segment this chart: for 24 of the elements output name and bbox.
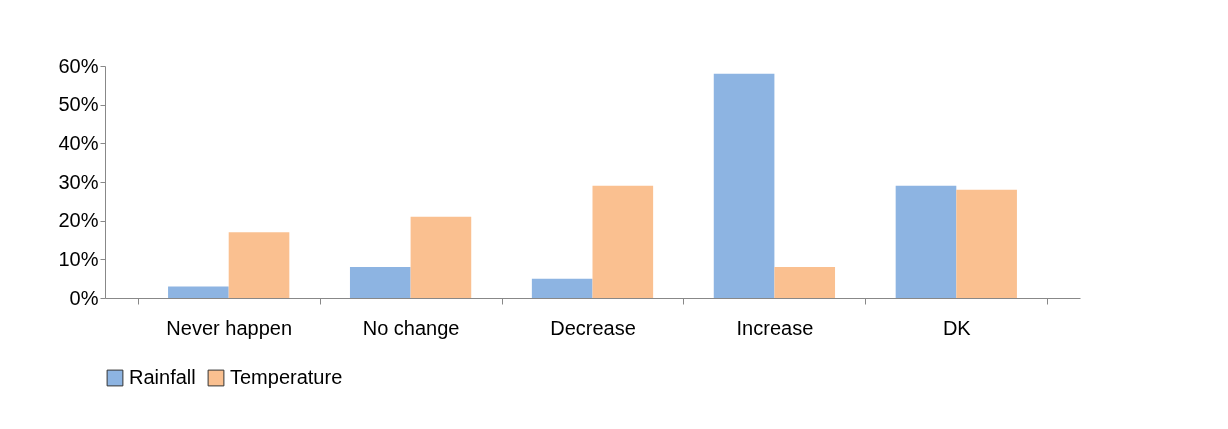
bar (168, 286, 229, 298)
legend-label: Rainfall (129, 366, 196, 388)
y-tick-label: 20% (58, 209, 99, 232)
y-tick-label: 60% (58, 54, 99, 77)
bar (774, 267, 836, 298)
legend-label: Temperature (230, 366, 343, 388)
bar (895, 185, 957, 298)
y-tick-label: 0% (69, 286, 99, 309)
bar (713, 73, 775, 298)
bar (592, 185, 654, 298)
x-tick-label: Decrease (550, 316, 636, 339)
bar (531, 278, 593, 298)
y-tick-label: 50% (58, 93, 99, 116)
y-tick-label: 10% (58, 247, 99, 270)
bar (228, 232, 290, 298)
bar (956, 189, 1017, 298)
x-tick-label: No change (362, 316, 460, 339)
y-tick-label: 40% (58, 131, 99, 154)
x-tick-label: Never happen (166, 316, 293, 339)
x-tick-label: DK (942, 316, 972, 339)
bar (410, 216, 472, 298)
y-tick-label: 30% (58, 170, 99, 193)
x-tick-label: Increase (736, 316, 814, 339)
bar (349, 267, 411, 298)
